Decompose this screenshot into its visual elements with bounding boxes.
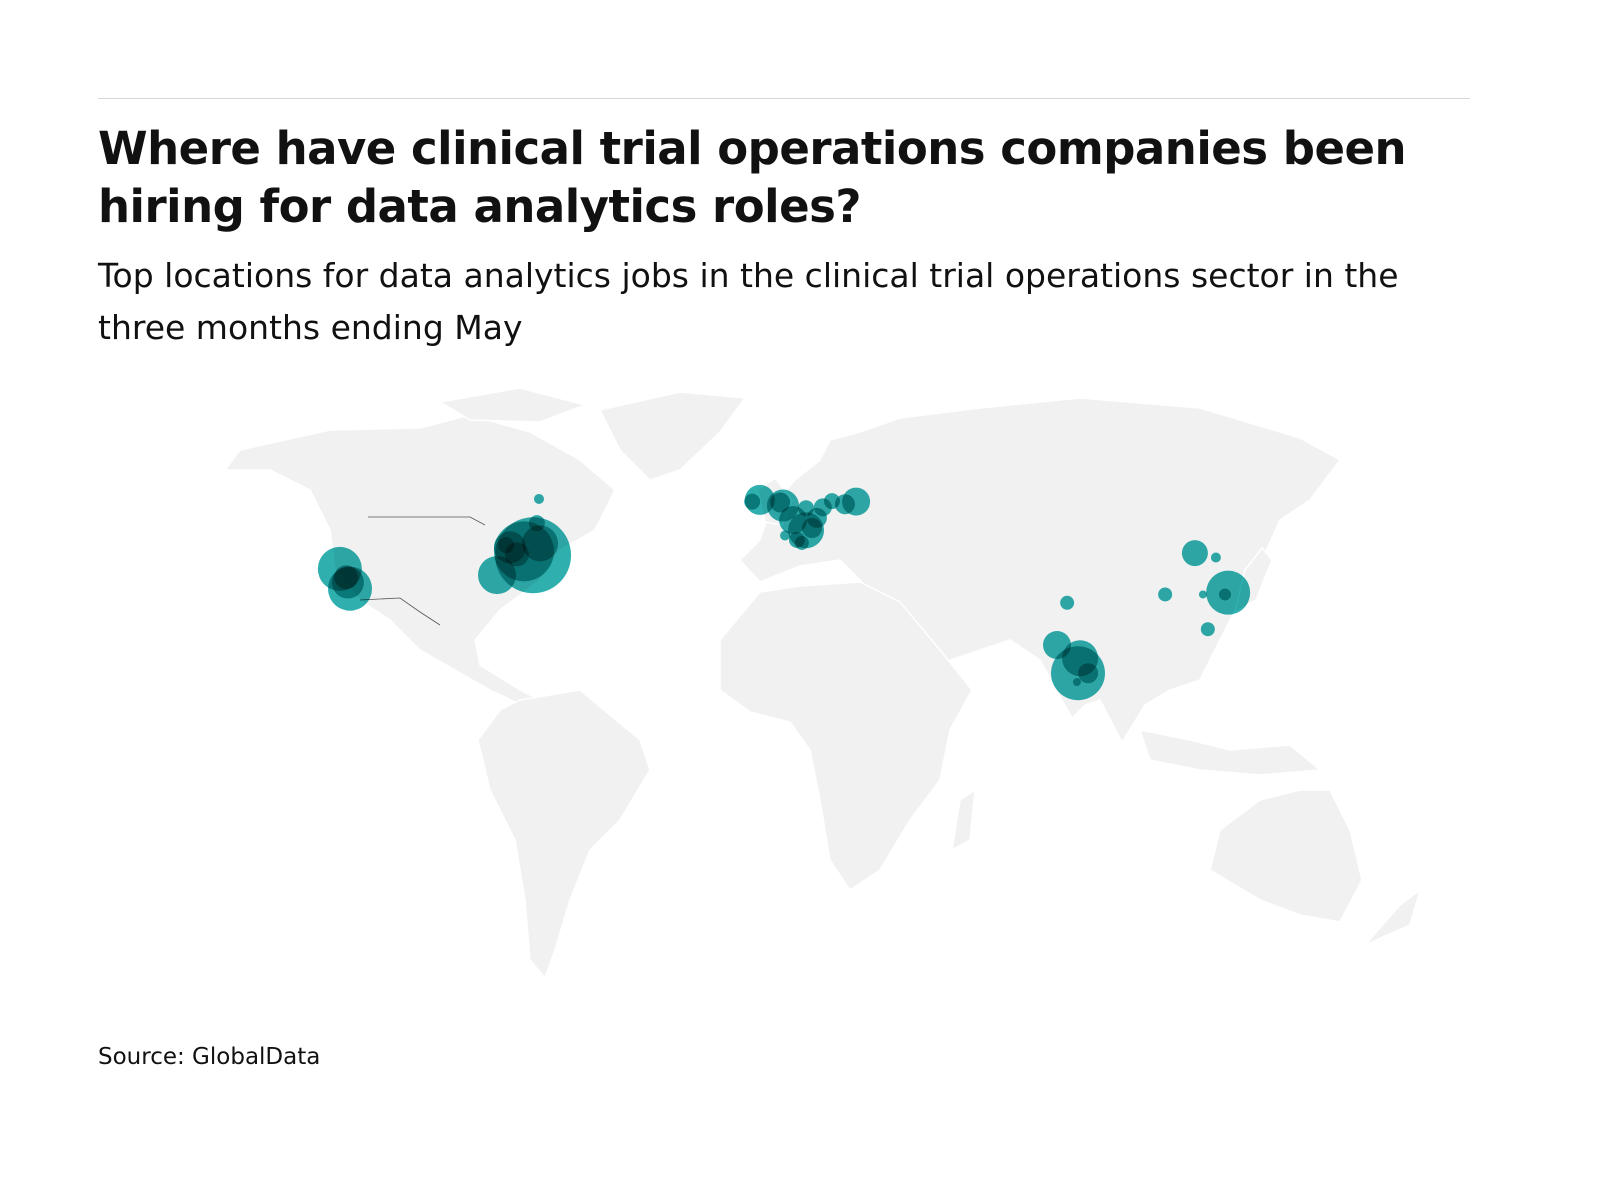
location-bubble[interactable] (1158, 587, 1173, 602)
greenland (598, 391, 747, 481)
location-bubble[interactable] (780, 530, 791, 541)
land-layer (223, 387, 1422, 980)
australia (1209, 789, 1363, 923)
location-bubble[interactable] (744, 493, 761, 510)
location-bubble[interactable] (842, 487, 871, 516)
country-borders (359, 516, 486, 626)
location-bubble[interactable] (522, 525, 559, 562)
location-bubble[interactable] (1198, 590, 1207, 599)
south-america (477, 689, 651, 980)
location-bubble[interactable] (1072, 678, 1081, 686)
location-bubble[interactable] (1210, 552, 1221, 563)
location-bubble[interactable] (1200, 622, 1215, 637)
arctic-islands (437, 387, 588, 423)
us-mexico-border (359, 597, 441, 626)
new-zealand (1364, 888, 1422, 946)
chart-subtitle: Top locations for data analytics jobs in… (98, 256, 1399, 347)
location-bubble[interactable] (1060, 595, 1075, 610)
location-bubble[interactable] (478, 556, 516, 595)
location-bubble[interactable] (1078, 663, 1099, 684)
location-bubble[interactable] (1051, 646, 1105, 701)
location-bubble[interactable] (798, 500, 815, 517)
indonesia (1138, 729, 1322, 776)
top-divider (98, 98, 1470, 99)
location-bubble[interactable] (528, 515, 545, 532)
madagascar (951, 788, 976, 852)
north-america (223, 414, 616, 709)
location-bubble[interactable] (334, 565, 359, 590)
location-bubble[interactable] (498, 537, 515, 554)
location-bubble[interactable] (813, 498, 832, 517)
africa (719, 581, 973, 892)
chart-title: Where have clinical trial operations com… (98, 122, 1407, 233)
location-bubble[interactable] (534, 493, 544, 504)
source-note: Source: GlobalData (98, 1044, 321, 1070)
bubble-layer (317, 484, 1251, 701)
location-bubble[interactable] (794, 535, 809, 550)
location-bubble[interactable] (1181, 540, 1208, 567)
location-bubble[interactable] (770, 492, 791, 513)
location-bubble[interactable] (1219, 588, 1231, 601)
us-canada-border (368, 516, 486, 526)
